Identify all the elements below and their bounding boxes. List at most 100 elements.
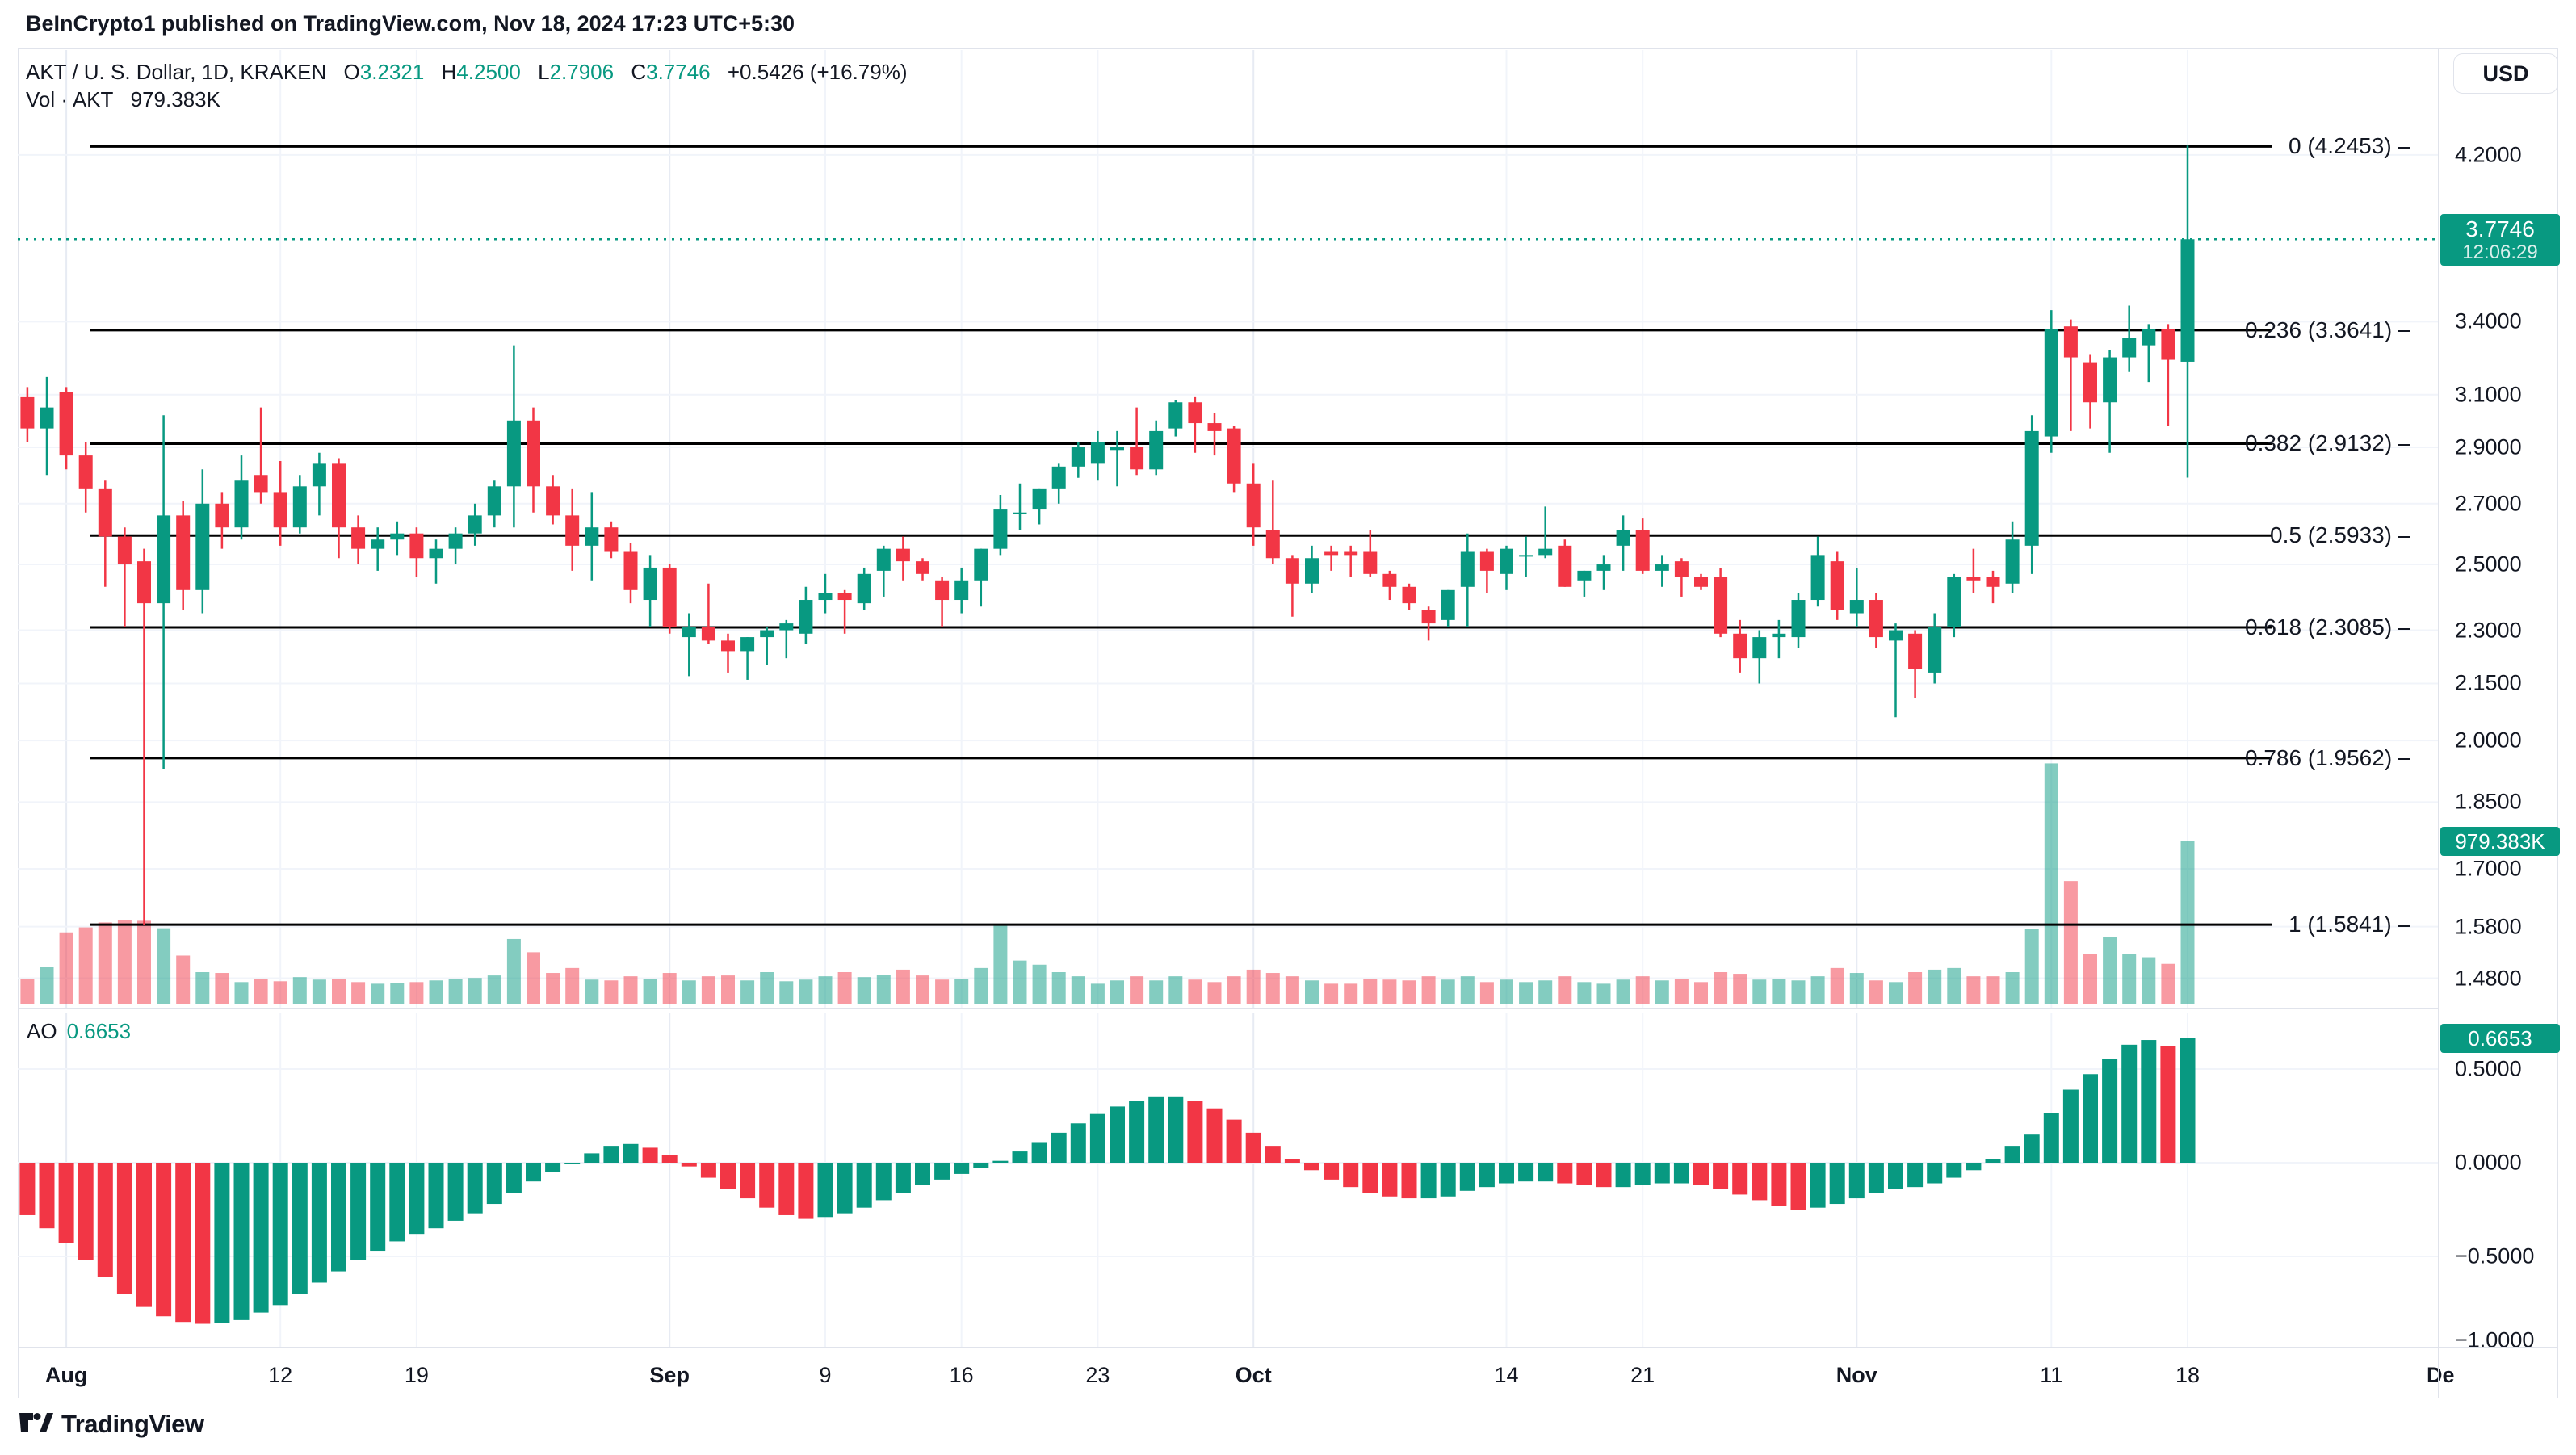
ao-badge-value: 0.6653 xyxy=(2468,1026,2532,1050)
ao-bar xyxy=(331,1163,346,1272)
ao-bar xyxy=(1615,1163,1631,1188)
volume-bar xyxy=(1479,982,1494,1004)
ao-bar xyxy=(973,1163,989,1168)
volume-bar xyxy=(273,981,287,1004)
ao-bar xyxy=(1888,1163,1903,1189)
candle-body xyxy=(2103,357,2117,403)
ao-label: AO xyxy=(27,1019,57,1043)
candle-body xyxy=(1071,447,1085,467)
candle-body xyxy=(273,492,287,528)
ao-bar xyxy=(39,1163,55,1229)
candle-body xyxy=(371,539,385,549)
ao-bar xyxy=(1829,1163,1845,1205)
volume-bar xyxy=(59,932,73,1004)
candle-body xyxy=(1986,577,2000,587)
fib-label: 1 (1.5841) xyxy=(2289,912,2410,937)
fib-label: 0.5 (2.5933) xyxy=(2270,522,2410,548)
volume-bar xyxy=(98,922,112,1004)
price-tick: 4.2000 xyxy=(2455,142,2522,167)
tradingview-watermark[interactable]: TradingView xyxy=(19,1410,204,1439)
volume-bar xyxy=(1810,976,1825,1004)
ao-bar xyxy=(661,1155,678,1163)
price-tick: 2.5000 xyxy=(2455,551,2522,577)
volume-bar xyxy=(2083,954,2097,1004)
ao-bar xyxy=(253,1163,269,1313)
volume-legend-label[interactable]: Vol · AKT xyxy=(26,87,114,111)
ao-value: 0.6653 xyxy=(66,1019,132,1043)
volume-bar xyxy=(1305,980,1319,1004)
price-tick: 1.7000 xyxy=(2455,856,2522,881)
volume-bar xyxy=(2103,937,2117,1004)
ao-bar xyxy=(1693,1163,1709,1185)
candle-body xyxy=(527,420,540,487)
volume-bar xyxy=(137,920,151,1004)
volume-bar xyxy=(565,967,580,1004)
candle-body xyxy=(2161,329,2175,360)
volume-bar xyxy=(1207,982,1222,1004)
candle-body xyxy=(1344,551,1358,556)
ao-bar xyxy=(1284,1159,1300,1163)
ao-bar xyxy=(1089,1113,1105,1163)
ao-bar xyxy=(2102,1059,2118,1163)
ao-bar xyxy=(1245,1132,1261,1163)
volume-bar xyxy=(40,967,54,1004)
ao-bar xyxy=(2043,1113,2059,1163)
volume-bar xyxy=(818,976,833,1004)
ao-bar xyxy=(681,1163,697,1167)
candle-body xyxy=(993,509,1008,549)
volume-bar xyxy=(1382,979,1397,1004)
ao-bar xyxy=(1868,1163,1884,1193)
volume-bar xyxy=(662,973,677,1004)
ao-legend[interactable]: AO 0.6653 xyxy=(27,1019,131,1044)
volume-bar xyxy=(527,952,540,1004)
volume-bar xyxy=(740,980,755,1004)
price-tick: 1.5800 xyxy=(2455,914,2522,939)
ao-bar xyxy=(2141,1040,2157,1163)
time-tick: Oct xyxy=(1235,1363,1272,1387)
candle-body xyxy=(2180,239,2195,362)
ao-bar xyxy=(1401,1163,1417,1199)
ao-bar xyxy=(506,1163,522,1193)
candle-body xyxy=(1674,561,1689,577)
price-tick: 2.1500 xyxy=(2455,670,2522,695)
time-tick: 21 xyxy=(1630,1363,1655,1387)
volume-bar xyxy=(1441,979,1455,1004)
candle-body xyxy=(1460,551,1475,587)
candle-body xyxy=(195,503,210,590)
volume-bar xyxy=(234,982,249,1004)
ao-bar xyxy=(1538,1163,1554,1182)
volume-bar xyxy=(1635,976,1650,1004)
candle-body xyxy=(1889,630,1903,641)
ao-bar xyxy=(58,1163,74,1243)
price-tick: 1.8500 xyxy=(2455,789,2522,814)
ao-bar xyxy=(1985,1159,2001,1163)
volume-bar xyxy=(1032,964,1047,1004)
volume-bar xyxy=(1889,982,1903,1004)
volume-bar xyxy=(1908,972,1923,1004)
ao-tick: −1.0000 xyxy=(2455,1327,2535,1352)
volume-bar xyxy=(409,982,424,1004)
candle-body xyxy=(1577,570,1592,581)
ao-bar xyxy=(1110,1106,1125,1163)
ao-bar xyxy=(311,1163,327,1283)
volume-bar xyxy=(1830,967,1844,1004)
candle-body xyxy=(312,463,326,487)
volume-bar xyxy=(1363,979,1378,1004)
volume-bar xyxy=(429,980,443,1004)
pane-divider[interactable] xyxy=(18,1008,2438,1009)
candle-body xyxy=(1928,627,1942,673)
countdown-timer: 12:06:29 xyxy=(2462,241,2538,263)
volume-bar xyxy=(1149,980,1164,1004)
ao-bar xyxy=(1810,1163,1826,1208)
ao-bar xyxy=(1324,1163,1340,1180)
candle-body xyxy=(40,407,54,429)
volume-bar xyxy=(20,979,35,1004)
currency-button[interactable]: USD xyxy=(2453,53,2558,94)
symbol-title[interactable]: AKT / U. S. Dollar, 1D, KRAKEN xyxy=(26,60,327,84)
ao-bar xyxy=(1226,1119,1242,1163)
candle-body xyxy=(351,527,366,549)
volume-bar xyxy=(779,981,794,1004)
ao-bar xyxy=(1148,1096,1164,1163)
candle-body xyxy=(448,533,463,549)
